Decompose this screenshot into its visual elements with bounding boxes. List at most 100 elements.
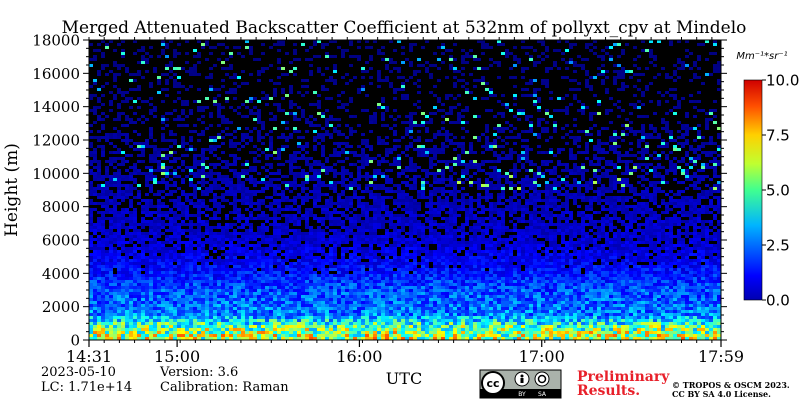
heatmap-cell <box>193 196 197 199</box>
heatmap-cell <box>549 217 553 220</box>
heatmap-cell <box>369 190 373 193</box>
heatmap-cell <box>297 106 301 109</box>
heatmap-cell <box>369 46 373 49</box>
heatmap-cell <box>481 187 485 190</box>
heatmap-cell <box>317 163 321 166</box>
heatmap-cell <box>653 199 657 202</box>
heatmap-cell <box>461 208 465 211</box>
heatmap-cell <box>173 220 177 223</box>
heatmap-cell <box>113 214 117 217</box>
heatmap-cell <box>577 187 581 190</box>
heatmap-cell <box>485 232 489 235</box>
heatmap-cell <box>569 223 573 226</box>
heatmap-cell <box>677 241 681 244</box>
heatmap-cell <box>545 49 549 52</box>
heatmap-cell <box>533 205 537 208</box>
heatmap-cell <box>113 181 117 184</box>
heatmap-cell <box>469 199 473 202</box>
heatmap-cell <box>509 157 513 160</box>
heatmap-cell <box>97 226 101 229</box>
heatmap-cell <box>573 232 577 235</box>
heatmap-cell <box>557 151 561 154</box>
heatmap-cell <box>133 214 137 217</box>
heatmap-cell <box>677 40 681 43</box>
heatmap-cell <box>689 232 693 235</box>
heatmap-cell <box>269 235 273 238</box>
heatmap-cell <box>533 91 537 94</box>
heatmap-cell <box>385 208 389 211</box>
heatmap-cell <box>697 211 701 214</box>
heatmap-cell <box>617 166 621 169</box>
heatmap-cell <box>105 181 109 184</box>
heatmap-cell <box>629 214 633 217</box>
heatmap-cell <box>277 106 281 109</box>
heatmap-cell <box>285 145 289 148</box>
heatmap-cell <box>477 199 481 202</box>
heatmap-cell <box>469 91 473 94</box>
heatmap-cell <box>189 139 193 142</box>
heatmap-cell <box>717 241 721 244</box>
heatmap-cell <box>545 226 549 229</box>
heatmap-cell <box>337 100 341 103</box>
heatmap-cell <box>205 229 209 232</box>
heatmap-cell <box>537 223 541 226</box>
heatmap-cell <box>645 115 649 118</box>
heatmap-cell <box>221 118 225 121</box>
heatmap-cell <box>473 208 477 211</box>
heatmap-cell <box>417 214 421 217</box>
heatmap-cell <box>477 178 481 181</box>
heatmap-cell <box>441 193 445 196</box>
heatmap-cell <box>609 208 613 211</box>
heatmap-cell <box>433 187 437 190</box>
heatmap-cell <box>93 226 97 229</box>
heatmap-cell <box>473 85 477 88</box>
heatmap-cell <box>445 145 449 148</box>
heatmap-cell <box>169 223 173 226</box>
heatmap-cell <box>457 205 461 208</box>
heatmap-cell <box>541 43 545 46</box>
heatmap-cell <box>689 238 693 241</box>
heatmap-cell <box>257 232 261 235</box>
heatmap-cell <box>413 43 417 46</box>
heatmap-cell <box>713 190 717 193</box>
heatmap-cell <box>469 214 473 217</box>
heatmap-cell <box>381 214 385 217</box>
heatmap-cell <box>357 214 361 217</box>
heatmap-cell <box>457 178 461 181</box>
heatmap-cell <box>541 220 545 223</box>
heatmap-cell <box>293 52 297 55</box>
heatmap-cell <box>505 127 509 130</box>
heatmap-cell <box>393 190 397 193</box>
heatmap-cell <box>541 52 545 55</box>
heatmap-cell <box>277 49 281 52</box>
heatmap-cell <box>269 97 273 100</box>
heatmap-cell <box>517 160 521 163</box>
heatmap-cell <box>409 208 413 211</box>
heatmap-cell <box>233 88 237 91</box>
heatmap-cell <box>501 139 505 142</box>
heatmap-cell <box>333 229 337 232</box>
heatmap-cell <box>93 109 97 112</box>
heatmap-cell <box>673 73 677 76</box>
heatmap-cell <box>429 148 433 151</box>
heatmap-cell <box>629 223 633 226</box>
heatmap-cell <box>521 232 525 235</box>
heatmap-cell <box>481 196 485 199</box>
heatmap-cell <box>465 172 469 175</box>
heatmap-cell <box>269 139 273 142</box>
heatmap-cell <box>533 64 537 67</box>
heatmap-cell <box>501 214 505 217</box>
heatmap-cell <box>201 163 205 166</box>
heatmap-cell <box>673 106 677 109</box>
heatmap-cell <box>465 217 469 220</box>
heatmap-cell <box>373 121 377 124</box>
heatmap-cell <box>617 241 621 244</box>
heatmap-cell <box>609 220 613 223</box>
heatmap-cell <box>445 97 449 100</box>
heatmap-cell <box>697 76 701 79</box>
heatmap-cell <box>257 214 261 217</box>
heatmap-cell <box>421 241 425 244</box>
heatmap-cell <box>405 223 409 226</box>
heatmap-cell <box>597 196 601 199</box>
heatmap-cell <box>293 235 297 238</box>
